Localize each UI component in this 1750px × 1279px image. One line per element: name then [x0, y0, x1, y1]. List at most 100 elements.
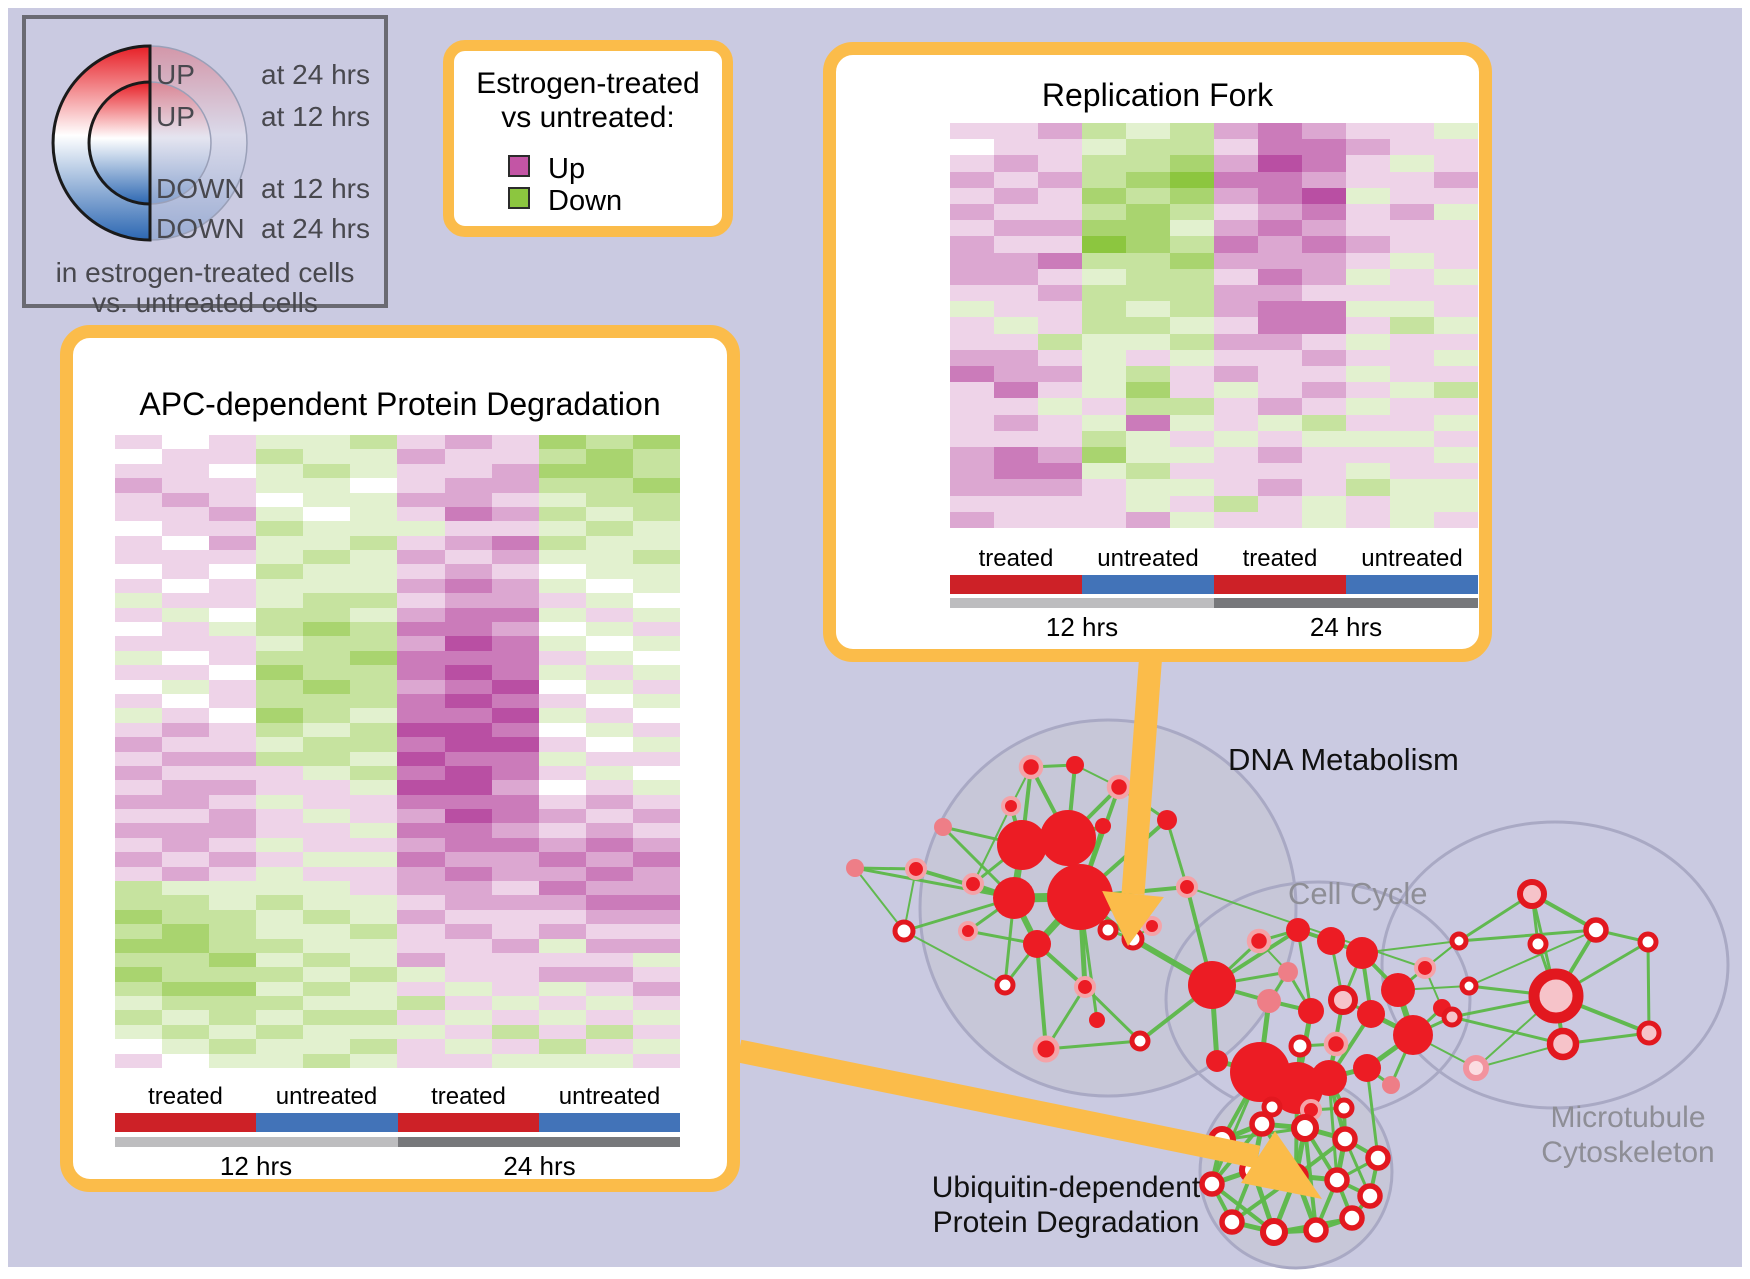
heatmap-cell: [162, 708, 210, 723]
heatmap-cell: [303, 622, 351, 637]
heatmap-cell: [632, 765, 680, 781]
heatmap-cell: [209, 837, 257, 853]
heatmap-cell: [1302, 366, 1346, 383]
heatmap-cell: [256, 837, 304, 853]
heatmap-cell: [538, 996, 586, 1011]
heatmap-cell: [632, 837, 680, 853]
heatmap-cell: [994, 414, 1038, 431]
heatmap-cell: [538, 837, 586, 853]
heatmap-cell: [1346, 333, 1390, 350]
heatmap-cell: [632, 492, 680, 507]
heatmap-cell: [209, 996, 257, 1011]
heatmap-cell: [491, 578, 539, 594]
heatmap-cell: [538, 492, 586, 507]
heatmap-cell: [303, 996, 351, 1011]
heatmap-cell: [256, 996, 304, 1011]
heatmap-cell: [585, 780, 633, 795]
down-12-time-label: at 12 hrs: [261, 173, 370, 204]
heatmap-cell: [994, 155, 1038, 172]
heatmap-cell: [538, 1024, 586, 1040]
heatmap-cell: [256, 809, 304, 824]
heatmap-cell: [256, 478, 304, 493]
heatmap-cell: [162, 909, 210, 925]
heatmap-cell: [491, 895, 539, 910]
heatmap-cell: [1434, 382, 1478, 399]
heatmap-cell: [350, 938, 398, 953]
heatmap-cell: [950, 447, 994, 464]
heatmap-cell: [1258, 236, 1302, 253]
heatmap-cell: [994, 495, 1038, 512]
heatmap-cell: [994, 398, 1038, 415]
heatmap-cell: [303, 708, 351, 723]
heatmap-cell: [1390, 463, 1434, 480]
heatmap-cell: [1170, 187, 1214, 204]
heatmap-cell: [1038, 123, 1082, 140]
heatmap-cell: [162, 780, 210, 795]
heatmap-cell: [1346, 430, 1390, 447]
heatmap-cell: [444, 823, 492, 838]
heatmap-cell: [444, 794, 492, 810]
heatmap-cell: [538, 636, 586, 651]
heatmap-cell: [1434, 414, 1478, 431]
heatmap-cell: [1126, 155, 1170, 172]
heatmap-cell: [444, 650, 492, 666]
heatmap-cell: [256, 550, 304, 565]
heatmap-cell: [209, 665, 257, 680]
heatmap-cell: [350, 1010, 398, 1025]
heatmap-cell: [115, 506, 163, 522]
heatmap-cell: [256, 665, 304, 680]
heatmap-cell: [585, 578, 633, 594]
rf-time-label-12hrs: 12 hrs: [1045, 612, 1119, 642]
heatmap-cell: [209, 794, 257, 810]
heatmap-cell: [1214, 171, 1258, 188]
heatmap-cell: [632, 607, 680, 623]
heatmap-cell: [1170, 382, 1214, 399]
heatmap-cell: [162, 578, 210, 594]
heatmap-cell: [538, 866, 586, 881]
heatmap-cell: [350, 1039, 398, 1054]
heatmap-cell: [1170, 430, 1214, 447]
heatmap-cell: [632, 1024, 680, 1040]
heatmap-cell: [350, 981, 398, 997]
heatmap-cell: [162, 564, 210, 579]
heatmap-cell: [209, 564, 257, 579]
heatmap-cell: [538, 506, 586, 522]
heatmap-cell: [491, 967, 539, 982]
heatmap-cell: [994, 317, 1038, 334]
heatmap-cell: [115, 809, 163, 824]
heatmap-cell: [1038, 268, 1082, 285]
heatmap-cell: [397, 550, 445, 565]
heatmap-cell: [162, 435, 210, 450]
heatmap-cell: [209, 924, 257, 939]
heatmap-cell: [303, 967, 351, 982]
heatmap-cell: [256, 967, 304, 982]
apc-colorbar-treated-12h: [115, 1113, 257, 1132]
heatmap-cell: [1390, 155, 1434, 172]
heatmap-cell: [538, 578, 586, 594]
heatmap-cell: [1434, 479, 1478, 496]
heatmap-cell: [350, 449, 398, 464]
heatmap-cell: [209, 1024, 257, 1040]
heatmap-cell: [1302, 171, 1346, 188]
heatmap-cell: [585, 895, 633, 910]
heatmap-cell: [994, 430, 1038, 447]
heatmap-cell: [950, 479, 994, 496]
heatmap-cell: [491, 837, 539, 853]
heatmap-cell: [1170, 447, 1214, 464]
heatmap-cell: [115, 837, 163, 853]
heatmap-cell: [162, 996, 210, 1011]
heatmap-cell: [1038, 139, 1082, 156]
heatmap-cell: [162, 794, 210, 810]
heatmap-cell: [209, 708, 257, 723]
heatmap-cell: [209, 636, 257, 651]
heatmap-cell: [397, 578, 445, 594]
heatmap-cell: [1302, 479, 1346, 496]
heatmap-cell: [1126, 285, 1170, 302]
heatmap-cell: [632, 708, 680, 723]
heatmap-cell: [994, 204, 1038, 221]
heatmap-cell: [1170, 463, 1214, 480]
heatmap-cell: [1434, 430, 1478, 447]
heatmap-cell: [303, 1024, 351, 1040]
heatmap-cell: [1126, 430, 1170, 447]
heatmap-cell: [303, 837, 351, 853]
